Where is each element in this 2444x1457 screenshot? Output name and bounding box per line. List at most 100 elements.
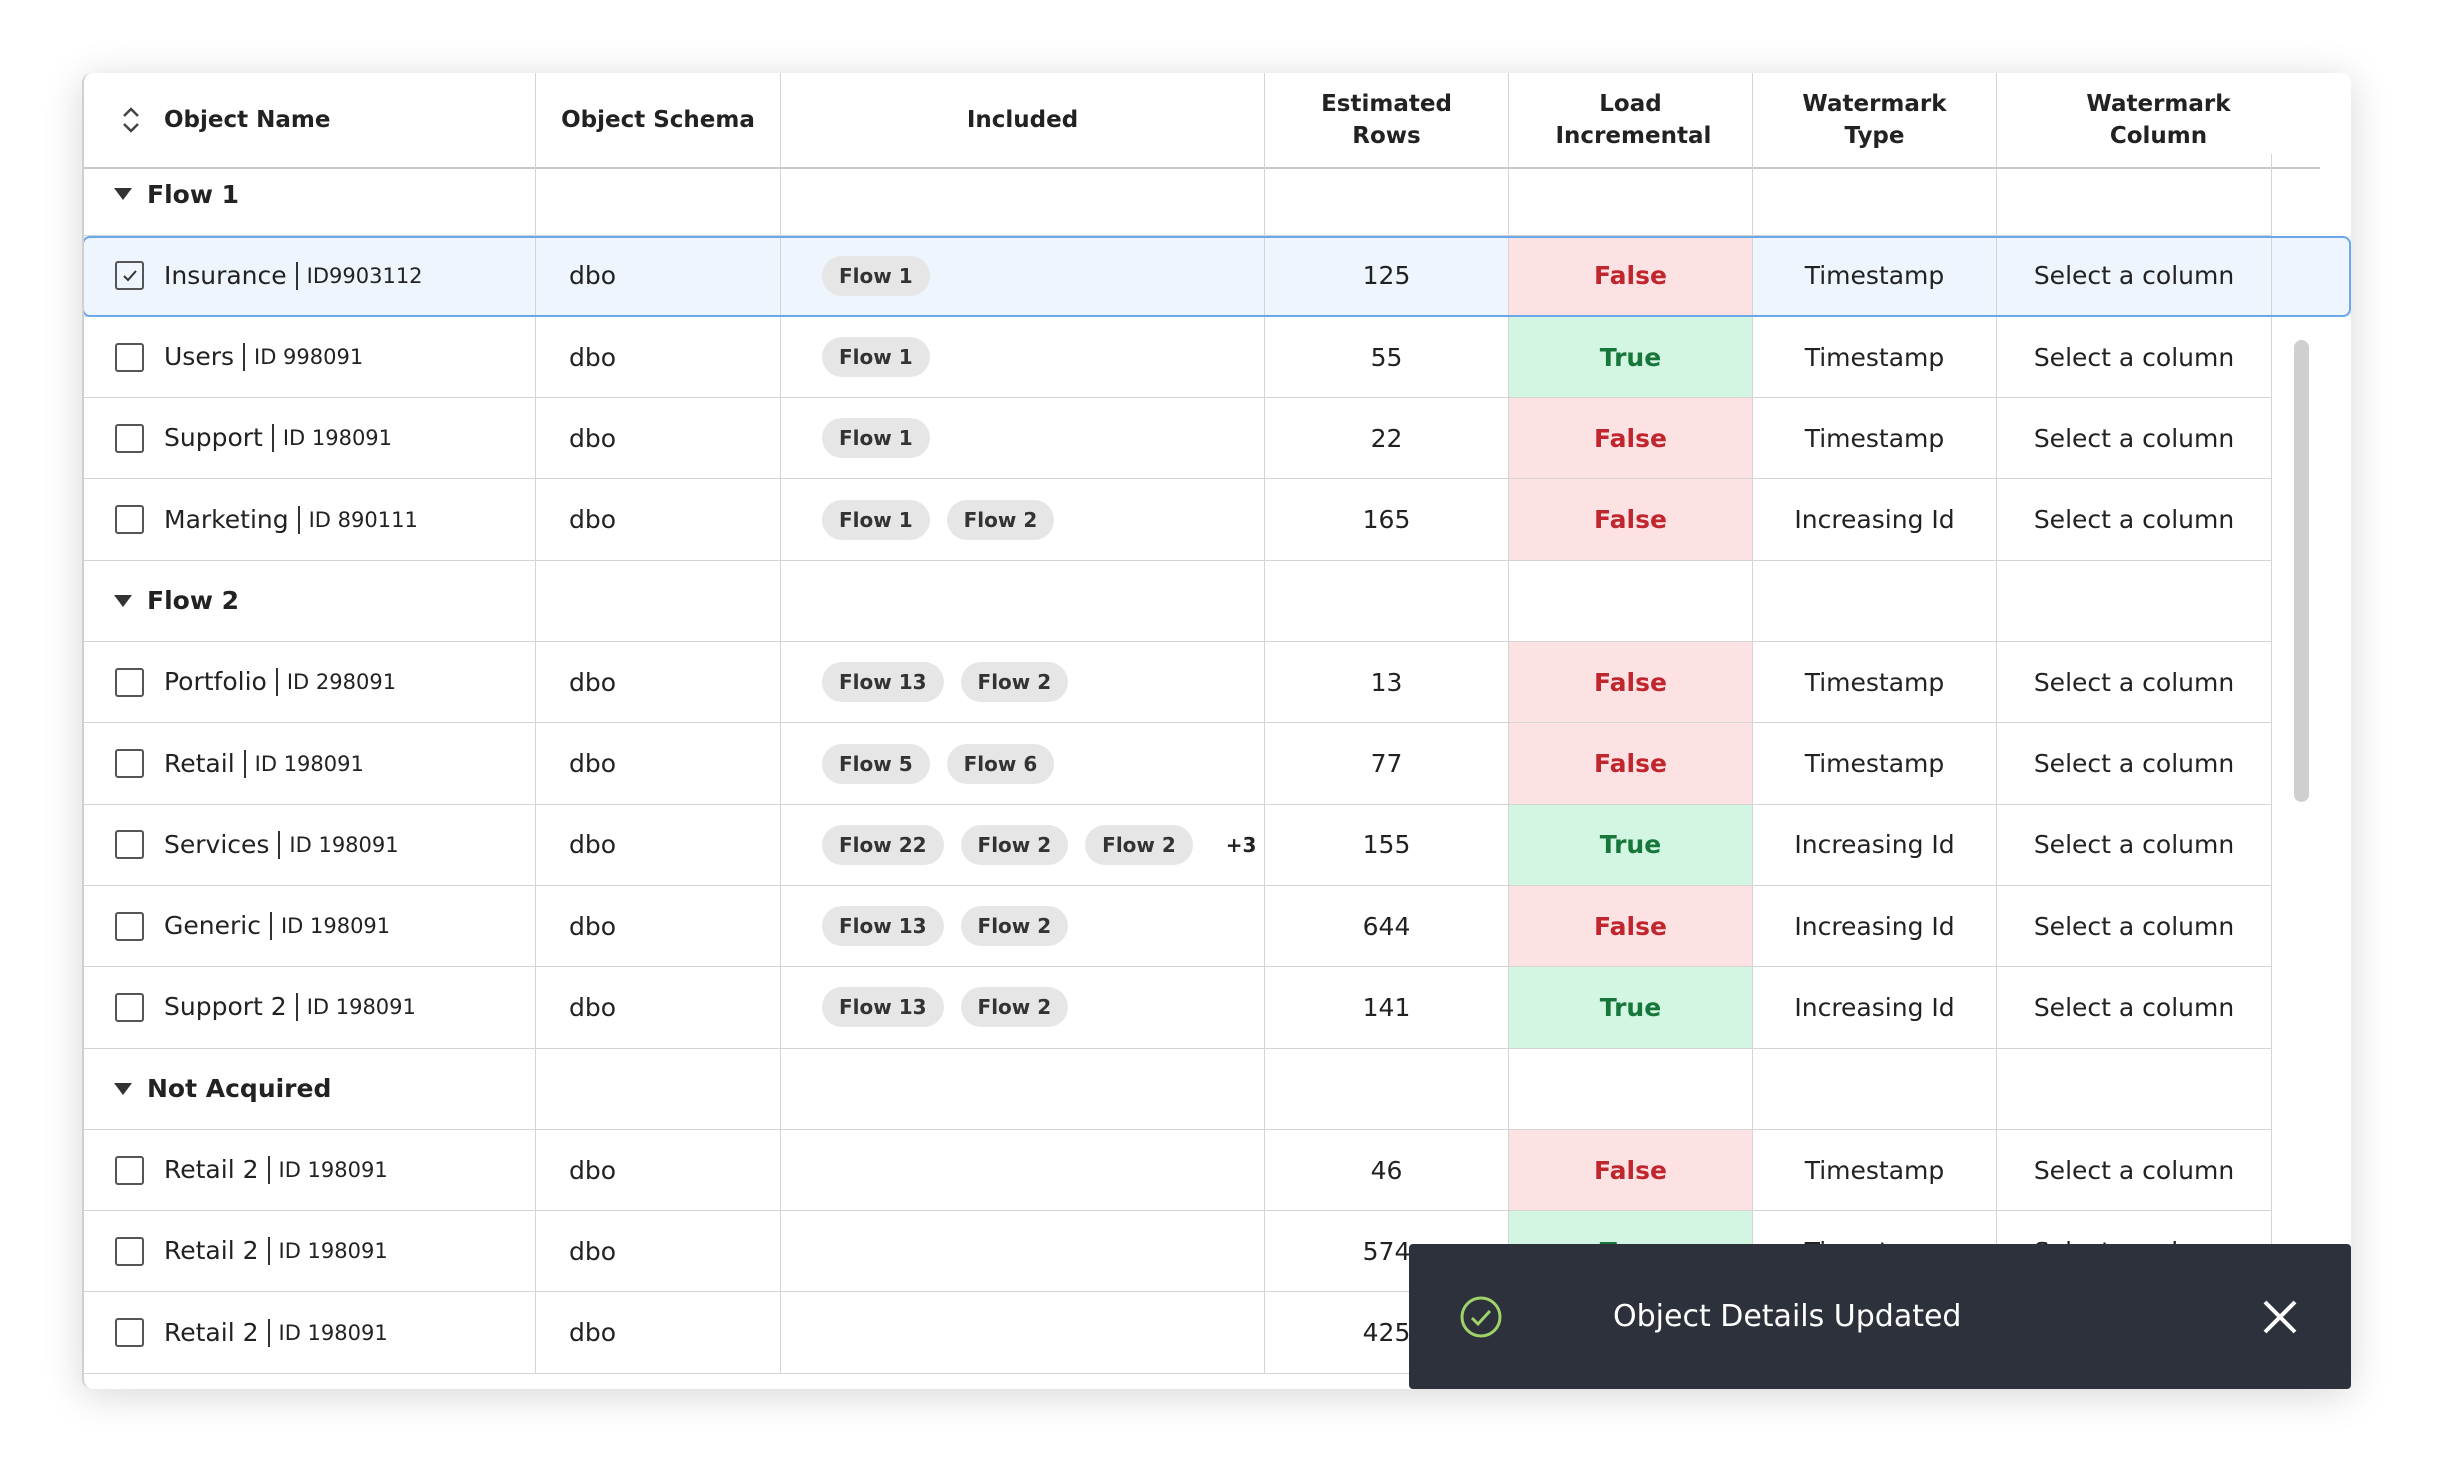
header-cell: Estimated Rows bbox=[1265, 73, 1509, 169]
object-name: Support 2 bbox=[164, 993, 298, 1022]
object-name: Retail bbox=[164, 749, 246, 778]
flow-tag[interactable]: Flow 1 bbox=[822, 499, 930, 540]
flow-tag[interactable]: Flow 2 bbox=[960, 906, 1069, 947]
checkbox[interactable] bbox=[115, 1318, 144, 1348]
group-row[interactable]: Flow 1 bbox=[84, 154, 2351, 236]
cell: Portfolio ID 298091 bbox=[84, 642, 536, 724]
column-title: Watermark Type bbox=[1802, 91, 1947, 149]
caret[interactable] bbox=[114, 188, 132, 201]
estimated-rows: 55 bbox=[1370, 342, 1403, 372]
cell: 155 bbox=[1265, 804, 1509, 886]
flow-tag[interactable]: Flow 13 bbox=[822, 987, 944, 1028]
more-tags[interactable]: +3 bbox=[1225, 832, 1257, 857]
object-name: Retail 2 bbox=[164, 1318, 270, 1347]
data-row[interactable]: Insurance ID9903112 dbo Flow 1 125 False Times… bbox=[84, 235, 2351, 317]
watermark-column[interactable]: Select a column bbox=[2033, 1155, 2235, 1185]
cell: Flow 5 Flow 6 bbox=[781, 723, 1265, 805]
caret[interactable] bbox=[114, 594, 132, 607]
checkbox[interactable] bbox=[115, 749, 144, 779]
group-row[interactable]: Not Acquired bbox=[84, 1048, 2351, 1130]
cell: Retail 2 ID 198091 bbox=[84, 1211, 536, 1293]
schema: dbo bbox=[569, 1236, 617, 1266]
cell: Select a column bbox=[1997, 479, 2272, 561]
watermark-column[interactable]: Select a column bbox=[2033, 423, 2235, 453]
cell: dbo bbox=[536, 235, 781, 317]
flow-tag[interactable]: Flow 2 bbox=[946, 499, 1055, 540]
header-cell: Load Incremental bbox=[1509, 73, 1753, 169]
flow-tag[interactable]: Flow 2 bbox=[960, 987, 1069, 1028]
watermark-column[interactable]: Select a column bbox=[2033, 992, 2235, 1022]
load-incremental: False bbox=[1594, 261, 1667, 291]
estimated-rows: 22 bbox=[1370, 423, 1403, 453]
close-button[interactable] bbox=[2262, 1299, 2298, 1335]
object-name: Retail 2 bbox=[164, 1237, 270, 1266]
cell: Flow 1 bbox=[781, 398, 1265, 480]
watermark-column[interactable]: Select a column bbox=[2033, 830, 2235, 860]
cell: Flow 13 Flow 2 bbox=[781, 642, 1265, 724]
cell bbox=[1753, 154, 1997, 236]
flow-tag[interactable]: Flow 13 bbox=[822, 906, 944, 947]
flow-tag[interactable]: Flow 2 bbox=[1085, 824, 1193, 865]
flow-tag[interactable]: Flow 22 bbox=[822, 824, 944, 865]
data-row[interactable]: Users ID 998091 dbo Flow 1 55 True Timestamp Se… bbox=[84, 316, 2351, 399]
watermark-column[interactable]: Select a column bbox=[2033, 911, 2235, 941]
checkbox[interactable] bbox=[115, 1236, 144, 1266]
load-incremental: True bbox=[1599, 830, 1662, 860]
flow-tag[interactable]: Flow 2 bbox=[960, 824, 1069, 865]
object-id: ID 198091 bbox=[254, 751, 364, 776]
cell: Users ID 998091 bbox=[84, 316, 536, 399]
flow-tag[interactable]: Flow 1 bbox=[822, 255, 930, 296]
cell: Retail ID 198091 bbox=[84, 723, 536, 805]
header-row: Object Name Object Schema Included Estimate… bbox=[84, 73, 2351, 169]
scrollbar-thumb[interactable] bbox=[2294, 340, 2309, 802]
cell: False bbox=[1509, 1129, 1753, 1212]
checkbox[interactable] bbox=[115, 911, 144, 941]
watermark-type: Timestamp bbox=[1804, 261, 1945, 291]
watermark-column[interactable]: Select a column bbox=[2033, 749, 2235, 779]
group-row[interactable]: Flow 2 bbox=[84, 560, 2351, 643]
cell: Flow 1 bbox=[781, 235, 1265, 317]
cell: dbo bbox=[536, 479, 781, 561]
checkbox[interactable] bbox=[115, 261, 144, 291]
checkbox[interactable] bbox=[115, 992, 144, 1022]
caret[interactable] bbox=[114, 1082, 132, 1095]
cell bbox=[1997, 1048, 2272, 1130]
cell: Select a column bbox=[1997, 967, 2272, 1049]
cell: Select a column bbox=[1997, 885, 2272, 968]
flow-tag[interactable]: Flow 6 bbox=[946, 743, 1055, 784]
sort-icon[interactable] bbox=[120, 106, 142, 134]
flow-tag[interactable]: Flow 5 bbox=[822, 743, 930, 784]
data-row[interactable]: Support ID 198091 dbo Flow 1 22 False Timestam… bbox=[84, 398, 2351, 480]
object-id: ID 198091 bbox=[282, 426, 393, 451]
watermark-column[interactable]: Select a column bbox=[2033, 342, 2235, 372]
load-incremental: True bbox=[1599, 342, 1662, 372]
data-row[interactable]: Portfolio ID 298091 dbo Flow 13 Flow 2 13 Fals… bbox=[84, 642, 2351, 724]
data-row[interactable]: Generic ID 198091 dbo Flow 13 Flow 2 644 False… bbox=[84, 885, 2351, 968]
data-row[interactable]: Retail ID 198091 dbo Flow 5 Flow 6 77 False Tim… bbox=[84, 723, 2351, 805]
checkbox[interactable] bbox=[115, 830, 144, 860]
data-row[interactable]: Support 2 ID 198091 dbo Flow 13 Flow 2 141 Tru… bbox=[84, 967, 2351, 1049]
flow-tag[interactable]: Flow 13 bbox=[822, 662, 944, 703]
flow-tag[interactable]: Flow 2 bbox=[960, 662, 1069, 703]
checkbox[interactable] bbox=[115, 423, 144, 453]
watermark-column[interactable]: Select a column bbox=[2033, 505, 2235, 535]
object-id: ID 298091 bbox=[286, 670, 397, 695]
flow-tag[interactable]: Flow 1 bbox=[822, 418, 930, 459]
checkbox[interactable] bbox=[115, 1155, 144, 1185]
data-row[interactable]: Services ID 198091 dbo Flow 22 Flow 2 Flow 2 +… bbox=[84, 804, 2351, 886]
watermark-column[interactable]: Select a column bbox=[2033, 261, 2235, 291]
watermark-column[interactable]: Select a column bbox=[2033, 667, 2235, 697]
data-row[interactable]: Marketing ID 890111 dbo Flow 1 Flow 2 165 Fals… bbox=[84, 479, 2351, 561]
data-row[interactable]: Retail 2 ID 198091 dbo 46 False Timestamp Sele… bbox=[84, 1129, 2351, 1212]
flow-tag[interactable]: Flow 1 bbox=[822, 337, 930, 378]
schema: dbo bbox=[569, 1318, 617, 1348]
checkbox[interactable] bbox=[115, 505, 144, 535]
cell: dbo bbox=[536, 1292, 781, 1374]
toast-message: Object Details Updated bbox=[1613, 1299, 1962, 1334]
cell: 141 bbox=[1265, 967, 1509, 1049]
cell: 644 bbox=[1265, 885, 1509, 968]
cell: Flow 1 bbox=[781, 316, 1265, 399]
watermark-type: Increasing Id bbox=[1794, 830, 1955, 860]
checkbox[interactable] bbox=[115, 342, 144, 372]
checkbox[interactable] bbox=[115, 667, 144, 697]
